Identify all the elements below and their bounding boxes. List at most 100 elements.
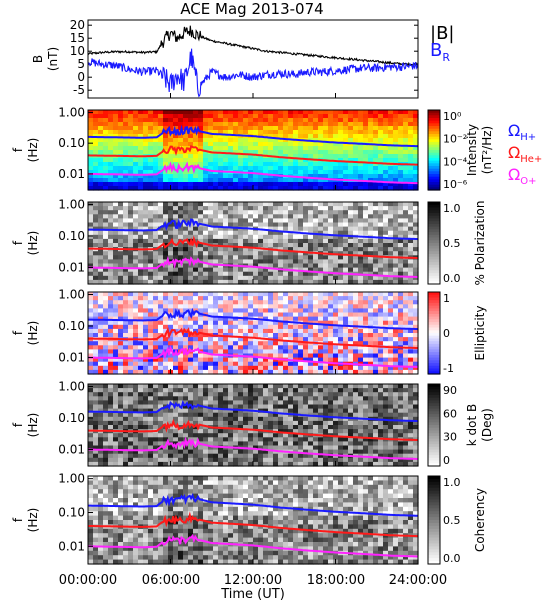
spectrogram-cell <box>223 400 229 406</box>
spectrogram-cell <box>133 412 139 418</box>
spectrogram-cell <box>288 429 294 434</box>
spectrogram-cell <box>233 146 239 151</box>
spectrogram-cell <box>143 345 149 350</box>
spectrogram-cell <box>118 357 124 363</box>
spectrogram-cell <box>88 214 94 219</box>
spectrogram-cell <box>358 182 364 187</box>
spectrogram-cell <box>168 292 174 297</box>
spectrogram-cell <box>163 247 169 252</box>
spectrogram-cell <box>338 308 344 314</box>
spectrogram-cell <box>388 118 394 123</box>
spectrogram-cell <box>243 174 249 179</box>
spectrogram-cell <box>358 312 364 318</box>
spectrogram-cell <box>198 182 204 187</box>
spectrogram-cell <box>413 218 419 224</box>
spectrogram-cell <box>188 453 194 459</box>
spectrogram-cell <box>278 384 284 389</box>
spectrogram-cell <box>258 296 264 301</box>
spectrogram-cell <box>128 166 134 171</box>
spectrogram-cell <box>303 300 309 305</box>
colorbar-swatch <box>428 147 440 151</box>
spectrogram-cell <box>133 166 139 171</box>
spectrogram-cell <box>158 404 164 410</box>
spectrogram-cell <box>128 312 134 318</box>
spectrogram-cell <box>383 312 389 318</box>
spectrogram-cell <box>358 158 364 163</box>
spectrogram-cell <box>273 234 279 240</box>
spectrogram-cell <box>248 114 254 119</box>
spectrogram-cell <box>138 408 144 414</box>
spectrogram-cell <box>168 320 174 326</box>
spectrogram-cell <box>398 333 404 338</box>
spectrogram-cell <box>328 114 334 119</box>
spectrogram-cell <box>413 138 419 143</box>
spectrogram-cell <box>253 353 259 359</box>
spectrogram-cell <box>373 263 379 269</box>
spectrogram-cell <box>268 312 274 318</box>
spectrogram-cell <box>88 320 94 326</box>
spectrogram-cell <box>358 218 364 224</box>
spectrogram-cell <box>113 437 119 442</box>
spectrogram-cell <box>413 259 419 265</box>
colorbar-swatch <box>428 333 440 337</box>
spectrogram-cell <box>148 341 154 346</box>
spectrogram-cell <box>93 110 99 115</box>
spectrogram-cell <box>353 174 359 179</box>
spectrogram-cell <box>323 275 329 281</box>
colorbar-swatch <box>428 275 440 280</box>
spectrogram-cell <box>278 218 284 224</box>
spectrogram-cell <box>213 226 219 232</box>
spectrogram-cell <box>263 296 269 301</box>
spectrogram-cell <box>208 234 214 240</box>
spectrogram-cell <box>333 333 339 338</box>
spectrogram-cell <box>143 425 149 430</box>
spectrogram-cell <box>138 453 144 459</box>
spectrogram-cell <box>163 279 169 285</box>
spectrogram-cell <box>243 230 249 236</box>
spectrogram-cell <box>223 453 229 459</box>
spectrogram-cell <box>223 222 229 228</box>
spectrogram-cell <box>308 126 314 131</box>
spectrogram-cell <box>333 230 339 236</box>
spectrogram-cell <box>223 226 229 232</box>
spectrogram-cell <box>198 275 204 281</box>
spectrogram-cell <box>123 369 129 375</box>
spectrogram-cell <box>153 170 159 175</box>
spectrogram-cell <box>383 202 389 207</box>
spectrogram-cell <box>273 118 279 123</box>
spectrogram-cell <box>148 441 154 447</box>
spectrogram-cell <box>223 114 229 119</box>
spectrogram-cell <box>273 259 279 265</box>
spectrogram-cell <box>193 300 199 305</box>
spectrogram-cell <box>348 174 354 179</box>
spectrogram-cell <box>103 275 109 281</box>
spectrogram-cell <box>248 396 254 401</box>
spectrogram-cell <box>138 158 144 163</box>
spectrogram-cell <box>258 300 264 305</box>
spectrogram-cell <box>163 416 169 422</box>
spectrogram-cell <box>118 296 124 301</box>
spectrogram-cell <box>248 255 254 260</box>
spectrogram-cell <box>348 296 354 301</box>
spectrogram-cell <box>408 316 414 322</box>
spectrogram-cell <box>138 316 144 322</box>
spectrogram-cell <box>208 134 214 139</box>
spectrogram-cell <box>223 130 229 135</box>
spectrogram-cell <box>168 210 174 215</box>
spectrogram-cell <box>128 251 134 256</box>
spectrogram-cell <box>108 182 114 187</box>
spectrogram-cell <box>293 388 299 393</box>
spectrogram-cell <box>393 333 399 338</box>
spectrogram-cell <box>368 134 374 139</box>
spectrogram-cell <box>363 312 369 318</box>
spectrogram-cell <box>128 226 134 232</box>
colorbar-swatch <box>428 118 440 122</box>
spectrogram-cell <box>168 308 174 314</box>
spectrogram-cell <box>193 429 199 434</box>
spectrogram-cell <box>413 210 419 215</box>
spectrogram-cell <box>343 365 349 371</box>
spectrogram-cell <box>303 292 309 297</box>
spectrogram-cell <box>323 234 329 240</box>
spectrogram-cell <box>288 312 294 318</box>
spectrogram-cell <box>228 222 234 228</box>
